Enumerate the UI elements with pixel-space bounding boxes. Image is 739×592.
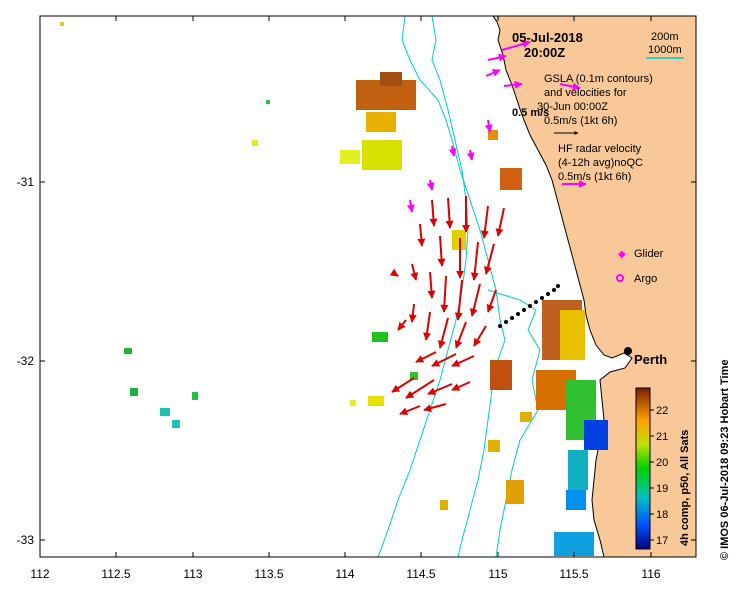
colorbar-tick-label: 19: [656, 483, 668, 495]
credit-text: © IMOS 06-Jul-2018 09:23 Hobart Time: [719, 360, 731, 560]
contour-200m: [401, 16, 506, 557]
x-axis: 112 112.5 113 113.5 114 114.5 115 115.5 …: [30, 16, 661, 581]
x-tick-label: 115: [488, 567, 507, 581]
x-tick-label: 114.5: [406, 567, 435, 581]
y-axis: -31 -32 -33: [17, 175, 696, 547]
gsla-scale-label: 0.5 m/s: [512, 107, 549, 119]
y-tick-label: -32: [17, 354, 35, 368]
perth-marker-icon: [624, 347, 632, 355]
hf-line-1: HF radar velocity: [558, 143, 642, 155]
glider-marker-icon: ◆: [618, 249, 626, 260]
x-tick-label: 115.5: [559, 567, 588, 581]
x-tick-label: 112: [30, 567, 49, 581]
plot-frame: [39, 15, 697, 558]
y-tick-label: -33: [17, 533, 35, 547]
map-date: 05-Jul-2018: [512, 30, 583, 45]
x-tick-label: 112.5: [101, 567, 130, 581]
gsla-vectors: [406, 40, 587, 213]
city-label: Perth: [634, 352, 667, 367]
gsla-line-3: 30-Jun 00:00Z: [537, 101, 608, 113]
hf-radar-vectors: [389, 196, 505, 416]
hf-line-2: (4-12h avg)noQC: [558, 157, 643, 169]
map-time: 20:00Z: [524, 45, 565, 60]
glider-label: Glider: [634, 248, 664, 260]
gsla-line-2: and velocities for: [544, 87, 627, 99]
colorbar-tick-label: 22: [656, 405, 668, 417]
argo-marker-icon: [616, 274, 624, 282]
colorbar-tick-label: 18: [656, 509, 668, 521]
colorbar-ticks: [650, 409, 654, 541]
x-tick-label: 113: [183, 567, 202, 581]
colorbar-tick-label: 21: [656, 431, 668, 443]
colorbar-title: 4h comp, p50, All Sats: [679, 430, 691, 546]
x-tick-label: 114: [335, 567, 354, 581]
contour-extra: [487, 289, 541, 557]
gsla-line-4: 0.5m/s (1kt 6h): [544, 115, 617, 127]
argo-label: Argo: [634, 273, 657, 285]
contour-1000m: [377, 16, 469, 557]
x-tick-label: 116: [641, 567, 660, 581]
colorbar: [635, 387, 651, 550]
colorbar-tick-label: 17: [656, 535, 668, 547]
y-tick-label: -31: [17, 175, 35, 189]
legend-200m-label: 200m: [651, 31, 679, 43]
x-tick-label: 113.5: [254, 567, 283, 581]
sst-patches: [60, 22, 608, 556]
colorbar-tick-label: 20: [656, 457, 668, 469]
hf-line-3: 0.5m/s (1kt 6h): [558, 171, 631, 183]
glider-track: [498, 284, 560, 328]
legend-1000m-label: 1000m: [648, 44, 682, 56]
gsla-line-1: GSLA (0.1m contours): [544, 73, 653, 85]
